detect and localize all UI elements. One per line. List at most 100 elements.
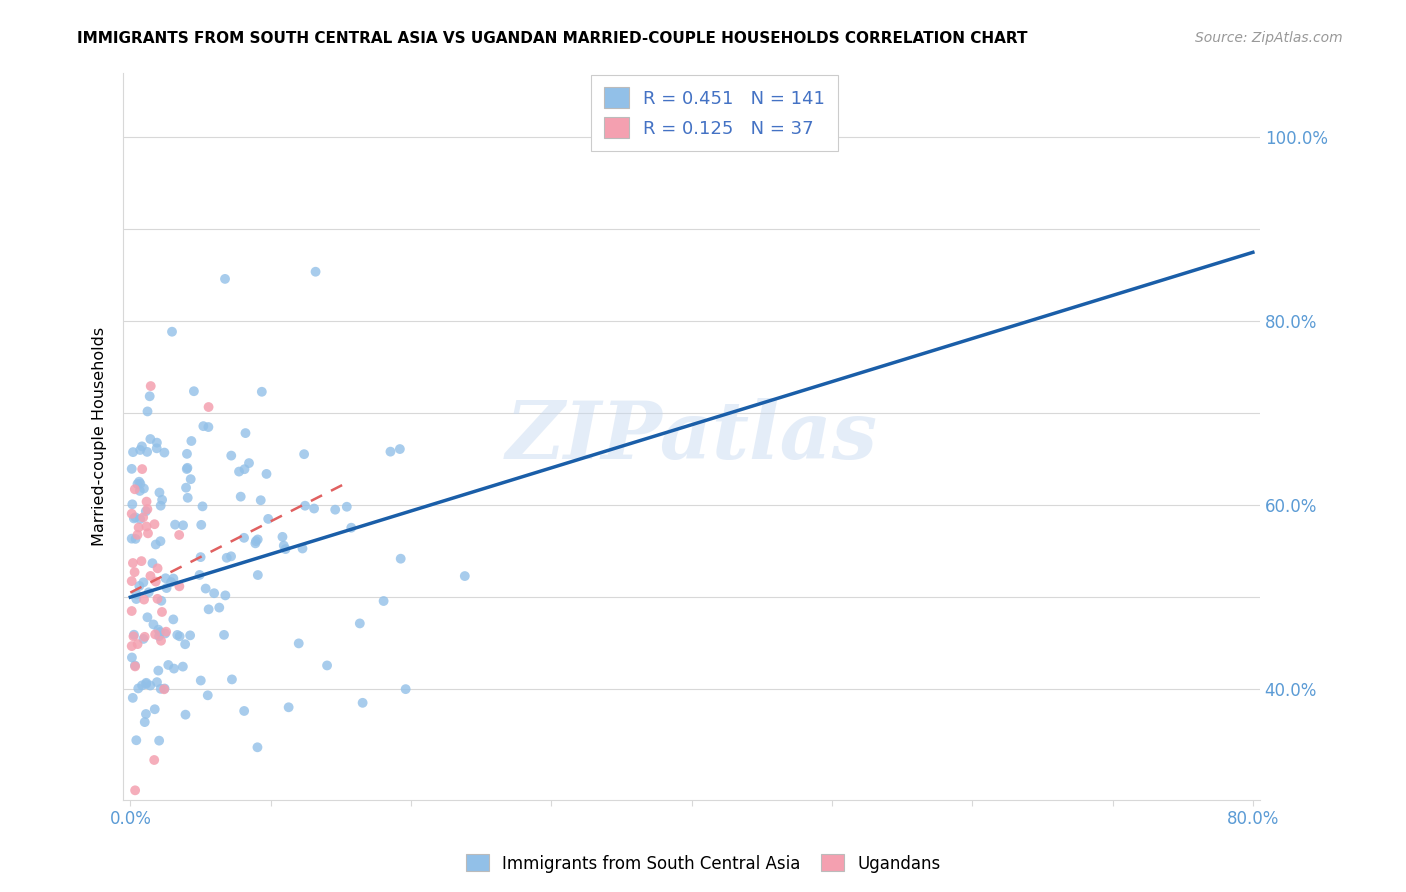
Point [219,549,242,564]
Point [124,532,146,546]
Point [136,404,159,418]
Point [233,704,256,718]
Point [139,379,162,393]
Point [121,497,143,511]
Point [143,517,166,532]
Point [235,426,257,441]
Point [208,600,231,615]
Point [124,783,146,797]
Point [160,575,183,590]
Point [153,682,176,697]
Point [302,501,325,516]
Point [150,594,173,608]
Point [155,571,177,585]
Point [132,510,155,524]
Point [176,462,198,476]
Text: Source: ZipAtlas.com: Source: ZipAtlas.com [1195,31,1343,45]
Point [228,465,250,479]
Point [153,445,176,459]
Point [139,432,162,446]
Point [294,499,316,513]
Point [146,591,169,606]
Point [132,632,155,646]
Point [149,681,172,696]
Point [135,519,157,533]
Point [183,384,205,399]
Point [349,616,371,631]
Point [121,462,143,476]
Point [197,400,219,414]
Point [132,592,155,607]
Point [191,500,214,514]
Point [304,265,326,279]
Point [176,447,198,461]
Point [121,532,143,546]
Point [190,517,212,532]
Point [146,675,169,690]
Point [131,439,153,453]
Point [160,325,183,339]
Point [257,512,280,526]
Point [136,610,159,624]
Point [153,681,176,696]
Point [271,530,294,544]
Point [127,637,149,651]
Point [129,512,152,526]
Point [132,482,155,496]
Point [136,502,159,516]
Point [292,447,315,461]
Point [122,445,145,459]
Point [149,499,172,513]
Point [121,574,143,588]
Point [256,467,278,481]
Point [145,442,167,456]
Point [136,526,159,541]
Point [287,636,309,650]
Point [131,462,153,476]
Point [134,715,156,730]
Point [132,575,155,590]
Point [127,681,149,696]
Point [121,507,143,521]
Point [169,579,191,593]
Point [146,435,169,450]
Text: IMMIGRANTS FROM SOUTH CENTRAL ASIA VS UGANDAN MARRIED-COUPLE HOUSEHOLDS CORRELAT: IMMIGRANTS FROM SOUTH CENTRAL ASIA VS UG… [77,31,1028,46]
Point [174,481,197,495]
Point [250,384,273,399]
Point [454,569,477,583]
Point [190,550,212,565]
Point [122,629,145,643]
Point [273,539,295,553]
Point [277,700,299,714]
Point [340,521,363,535]
Point [202,586,225,600]
Point [245,534,267,549]
Point [246,740,269,755]
Point [214,272,236,286]
Point [125,592,148,607]
Point [197,420,219,434]
Point [214,588,236,602]
Point [221,673,243,687]
Point [212,628,235,642]
Point [215,550,238,565]
Point [122,511,145,525]
Point [219,449,242,463]
Point [128,483,150,498]
Point [145,574,167,589]
Point [124,483,146,497]
Point [135,706,157,721]
Point [124,565,146,579]
Point [176,460,198,475]
Point [172,659,194,673]
Point [148,733,170,747]
Point [174,637,197,651]
Point [316,658,339,673]
Point [138,585,160,599]
Point [291,541,314,556]
Point [190,673,212,688]
Point [169,629,191,643]
Point [146,561,169,575]
Point [148,485,170,500]
Point [229,490,252,504]
